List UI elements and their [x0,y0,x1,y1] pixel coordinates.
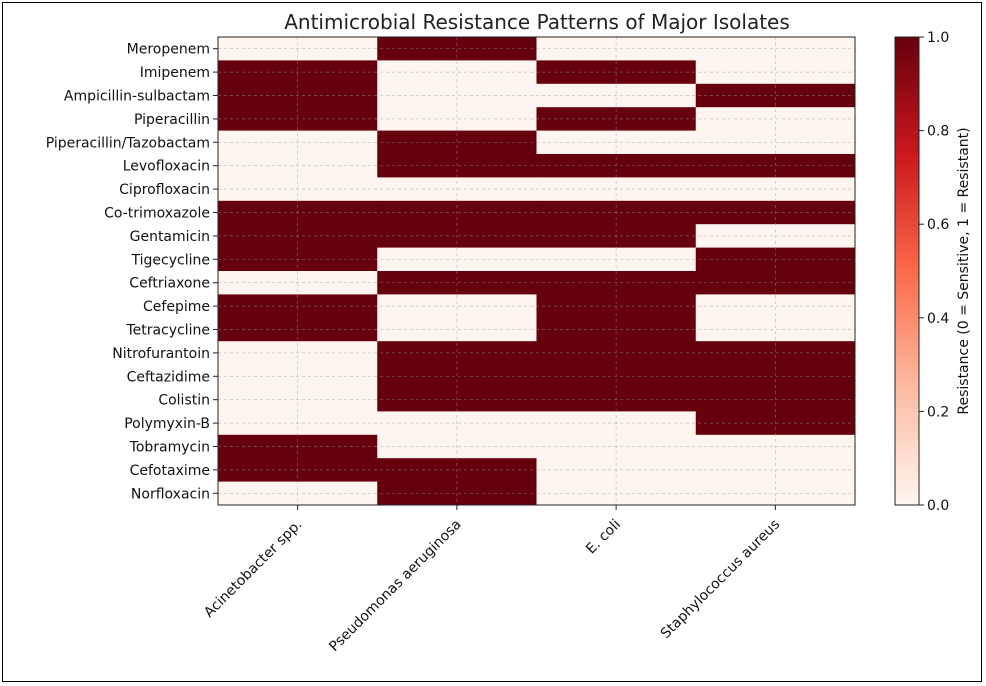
y-tick-label: Levofloxacin [123,159,210,175]
heatmap-cell [695,130,856,155]
chart-title: Antimicrobial Resistance Patterns of Maj… [284,10,790,34]
y-axis-ticks: Meropenem Imipenem Ampicillin-sulbactam Pip… [46,42,218,502]
y-tick-label: Tobramycin [129,440,210,456]
heatmap-cell [695,364,856,389]
heatmap-cells [218,37,856,506]
colorbar-tick-label: 0.8 [927,124,949,140]
heatmap-cell [695,294,856,319]
x-tick-label: E. coli [583,517,624,558]
x-tick-label: Acinetobacter spp. [201,517,305,621]
y-tick-label: Ciprofloxacin [119,182,210,198]
x-tick-label: Staphylococcus aureus [658,517,783,642]
y-tick-label: Colistin [158,393,210,409]
heatmap-cell [377,107,537,132]
heatmap-cell [695,83,856,108]
y-tick-label: Tetracycline [125,323,210,339]
colorbar [894,36,920,506]
heatmap-cell [695,341,856,366]
y-tick-label: Tigecycline [131,252,210,268]
y-tick-label: Ceftazidime [127,369,210,385]
heatmap-cell [377,83,537,108]
y-tick-label: Ceftriaxone [129,276,210,292]
x-axis-ticks: Acinetobacter spp. Pseudomonas aeruginosa… [201,505,783,655]
colorbar-label: Resistance (0 = Sensitive, 1 = Resistant… [956,127,972,414]
heatmap-cell [695,60,856,85]
heatmap-cell [377,37,537,61]
heatmap-cell [695,271,856,295]
colorbar-tick-label: 0.4 [927,311,949,327]
colorbar-tick-label: 0.0 [927,498,949,514]
y-tick-label: Norfloxacin [131,486,210,502]
y-tick-label: Cefotaxime [130,463,210,479]
y-tick-label: Imipenem [140,65,210,81]
y-tick-label: Meropenem [127,42,210,58]
y-tick-label: Ampicillin-sulbactam [64,89,210,105]
y-tick-label: Piperacillin/Tazobactam [46,135,210,151]
y-tick-label: Cefepime [143,299,210,315]
colorbar-tick-label: 1.0 [927,30,949,46]
heatmap-cell [695,107,856,132]
heatmap-cell [695,37,856,61]
colorbar-tick-label: 0.2 [927,404,949,420]
y-tick-label: Gentamicin [130,229,210,245]
y-tick-label: Piperacillin [134,112,210,128]
y-tick-label: Nitrofurantoin [112,346,210,362]
y-tick-label: Polymyxin-B [124,416,210,432]
x-tick-label: Pseudomonas aeruginosa [326,517,464,655]
heatmap-cell [377,130,537,155]
heatmap-cell [377,294,537,319]
heatmap-cell [695,317,856,342]
colorbar-tick-label: 0.6 [927,217,949,233]
heatmap-cell [377,341,537,366]
colorbar-ticks: 0.0 0.2 0.4 0.6 0.8 1.0 [919,30,949,514]
y-tick-label: Co-trimoxazole [104,206,210,222]
grid-lines [218,37,855,505]
heatmap-cell [377,317,537,342]
heatmap-cell [377,364,537,389]
heatmap-cell [377,271,537,295]
plot-border [217,36,856,506]
heatmap-cell [377,60,537,85]
